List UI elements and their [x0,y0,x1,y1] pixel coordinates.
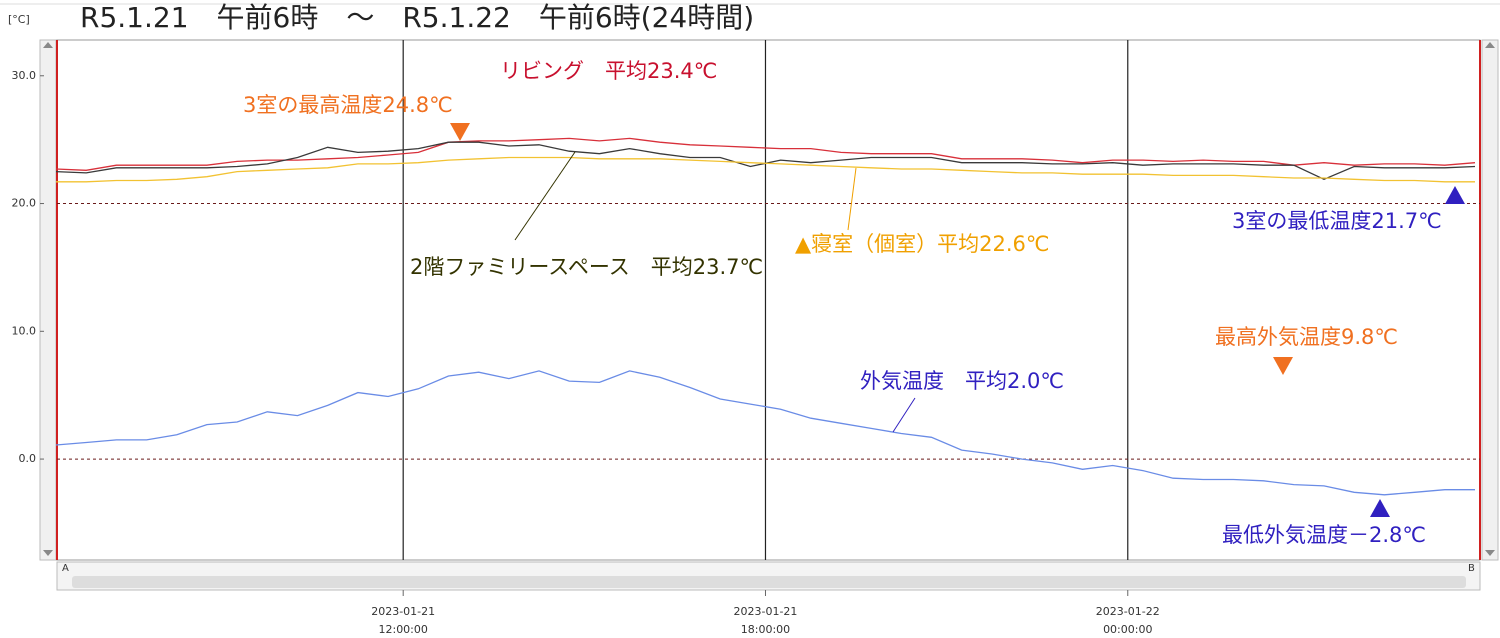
chart-title: R5.1.21 午前6時 ～ R5.1.22 午前6時(24時間) [80,1,754,34]
series-label: 外気温度 平均2.0℃ [860,369,1064,393]
scroll-down[interactable] [43,550,53,556]
scroll-down[interactable] [1485,550,1495,556]
series-line [55,370,1475,496]
series-line [55,137,1476,171]
y-tick-label: 20.0 [12,197,37,210]
leader-line [892,397,916,433]
plot: リビング 平均23.4℃ 2階ファミリースペース 平均23.7℃ ▲寝室（個室）平均… [55,40,1480,560]
scroll-up[interactable] [43,42,53,48]
annotation: 最低外気温度－2.8℃ [1222,523,1426,547]
y-tick-label: 0.0 [19,452,37,465]
y-tick-label: 30.0 [12,69,37,82]
range-label: B [1468,563,1475,574]
range-label: A [62,563,69,574]
series-label: リビング 平均23.4℃ [500,59,717,83]
unit-label: [°C] [8,13,30,26]
scroll-up[interactable] [1485,42,1495,48]
right-scrollbar[interactable] [1481,39,1499,561]
annotation-marker [1370,499,1390,517]
annotation-marker [1445,186,1465,204]
annotation: 最高外気温度9.8℃ [1215,325,1398,349]
leader-line [847,167,857,231]
series-line [56,156,1475,183]
annotation-marker [1273,357,1293,375]
x-tick-label: 00:00:00 [1103,623,1152,636]
series-label: 2階ファミリースペース 平均23.7℃ [410,255,763,279]
plot-area [56,39,1481,561]
annotation-marker [450,123,470,141]
x-tick-label: 2023-01-21 [371,605,435,618]
x-tick-label: 2023-01-22 [1096,605,1160,618]
left-scrollbar[interactable] [39,39,57,561]
series-label: ▲寝室（個室）平均22.6℃ [795,232,1050,256]
leader-line [514,151,576,241]
x-tick-label: 18:00:00 [741,623,790,636]
annotation: 3室の最高温度24.8℃ [243,93,453,117]
annotation: 3室の最低温度21.7℃ [1232,209,1442,233]
x-tick-label: 12:00:00 [378,623,427,636]
x-tick-label: 2023-01-21 [734,605,798,618]
scroll-thumb[interactable] [72,576,1466,588]
y-tick-label: 10.0 [12,324,37,337]
